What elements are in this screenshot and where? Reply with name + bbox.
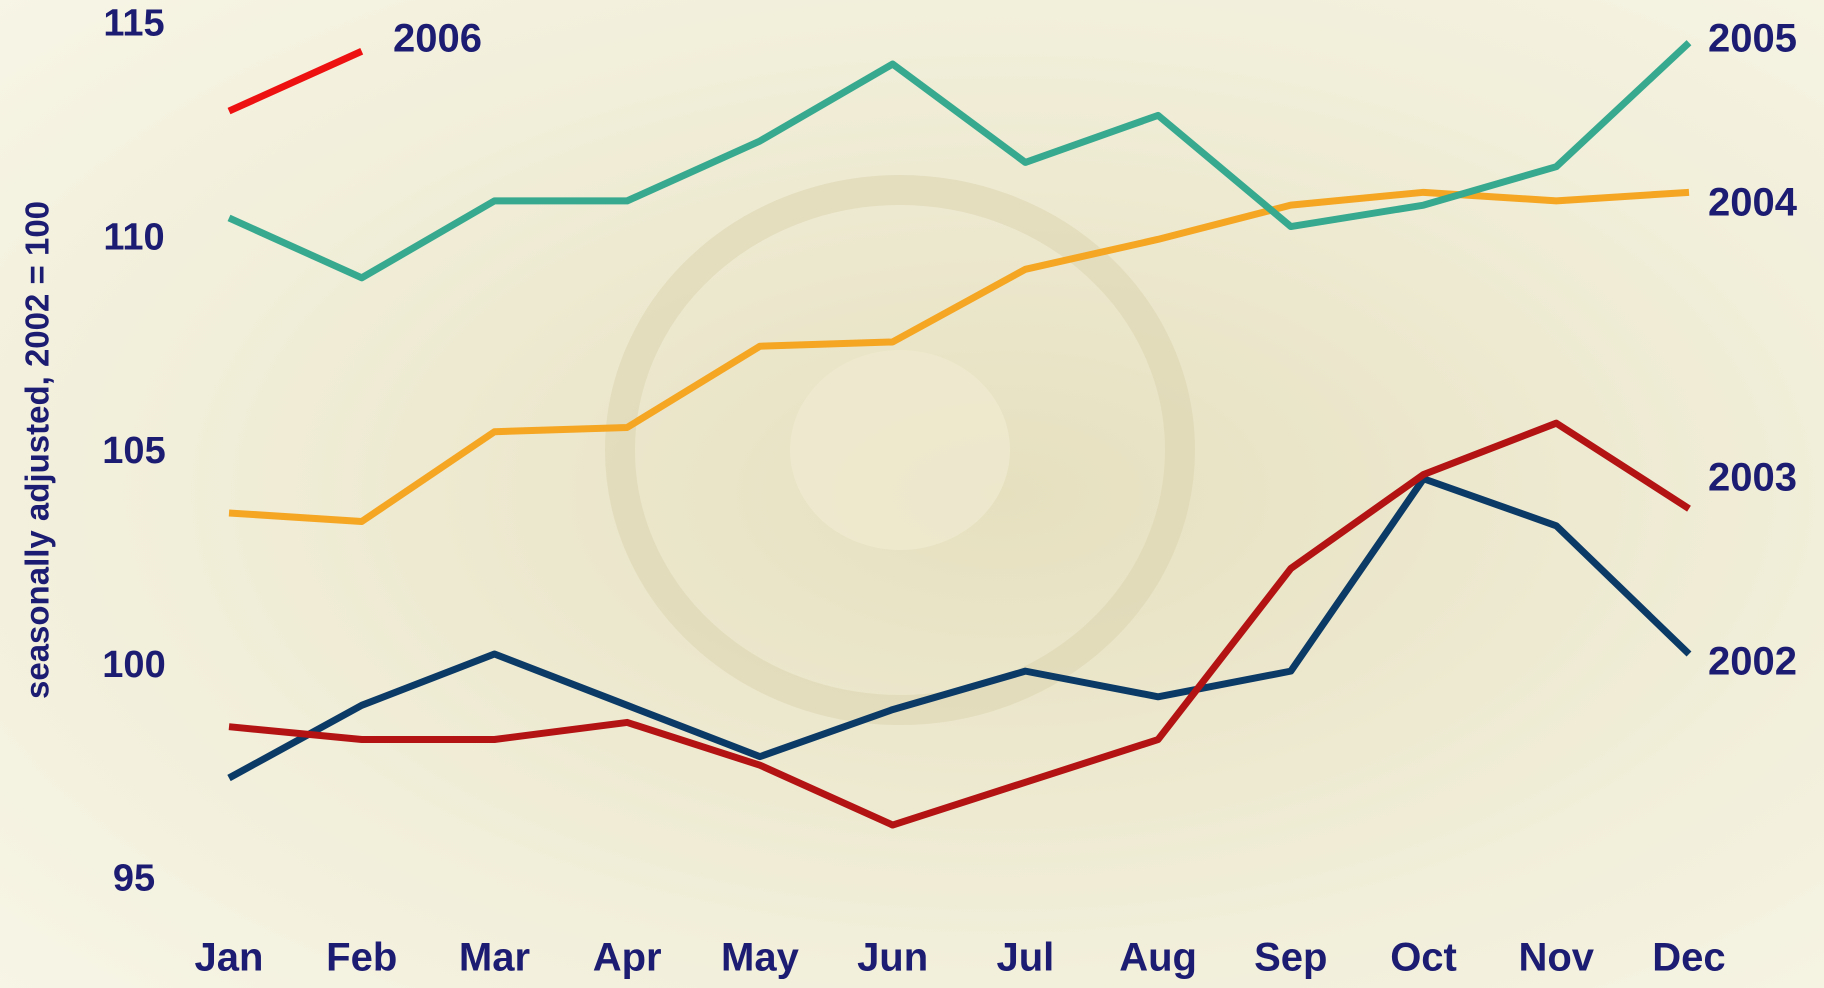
y-tick-label: 95 [113, 858, 155, 900]
series-label: 2003 [1708, 456, 1797, 500]
x-tick-label: Feb [326, 936, 397, 980]
chart: seasonally adjusted, 2002 = 100 95 100 105… [0, 0, 1824, 988]
x-tick-label: Apr [593, 936, 662, 980]
y-tick-label: 100 [102, 644, 165, 686]
x-tick-label: May [721, 936, 800, 980]
x-tick-label: Dec [1652, 936, 1725, 980]
y-tick-label: 115 [103, 3, 164, 45]
x-tick-label: Nov [1518, 936, 1594, 980]
x-tick-label: Jul [996, 936, 1054, 980]
y-tick-label: 110 [103, 216, 164, 258]
x-tick-label: Aug [1119, 936, 1197, 980]
series-label: 2006 [393, 17, 482, 61]
x-tick-label: Jun [857, 936, 928, 980]
y-tick-label: 105 [102, 430, 165, 472]
series-label: 2005 [1708, 17, 1797, 61]
series-label: 2004 [1708, 181, 1798, 225]
x-tick-label: Oct [1390, 936, 1457, 980]
x-tick-label: Sep [1254, 936, 1327, 980]
x-tick-label: Jan [195, 936, 264, 980]
background-seal-center [790, 350, 1010, 550]
y-axis-title: seasonally adjusted, 2002 = 100 [19, 201, 56, 699]
x-tick-label: Mar [459, 936, 530, 980]
series-label: 2002 [1708, 640, 1797, 684]
